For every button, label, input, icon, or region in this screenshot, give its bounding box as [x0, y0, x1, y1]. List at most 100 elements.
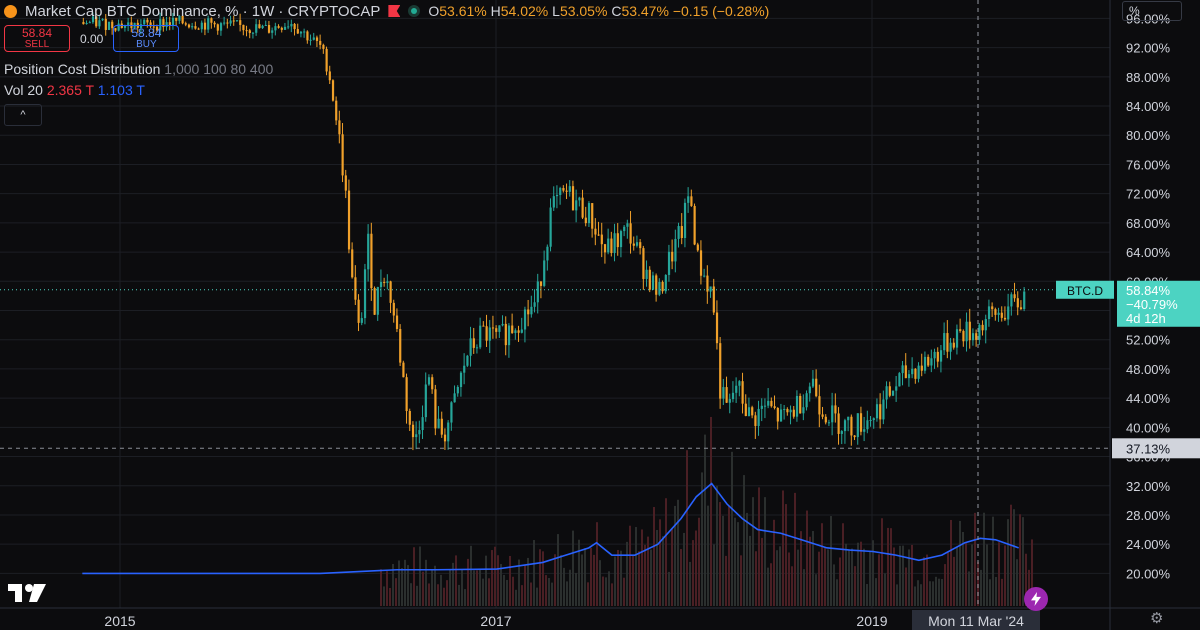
marker-value-label: 37.13% — [1126, 441, 1171, 456]
volume-bar — [644, 544, 646, 606]
volume-bar — [422, 571, 424, 606]
candle-body — [229, 20, 232, 24]
candle-body — [552, 196, 555, 208]
chevron-up-icon[interactable]: ^ — [4, 104, 42, 126]
volume-bar — [488, 578, 490, 606]
candle-body — [511, 325, 514, 334]
tradingview-logo-icon[interactable] — [8, 578, 48, 608]
chart-header: Market Cap BTC Dominance, % · 1W · CRYPT… — [4, 0, 769, 22]
volume-bar — [923, 557, 925, 606]
volume-bar — [791, 566, 793, 606]
candle-body — [411, 424, 415, 438]
candle-body — [248, 30, 251, 33]
candle-body — [850, 416, 853, 436]
candle-body — [405, 377, 408, 411]
volume-bar — [593, 554, 595, 606]
candle-body — [744, 403, 747, 417]
candle-body — [527, 309, 530, 315]
candle-body — [376, 287, 379, 315]
candle-body — [111, 21, 114, 29]
flag-icon[interactable] — [388, 5, 401, 17]
candle-body — [463, 365, 466, 373]
candle-body — [555, 194, 559, 197]
volume-bar — [551, 582, 553, 606]
volume-bar — [881, 518, 883, 606]
price-badge-countdown: 4d 12h — [1126, 311, 1166, 326]
volume-bar — [818, 551, 820, 606]
candle-body — [651, 275, 655, 290]
volume-bar — [698, 517, 700, 606]
indicator-volume[interactable]: Vol 20 2.365 T 1.103 T — [4, 82, 145, 98]
candle-body — [194, 26, 197, 29]
volume-bar — [977, 561, 979, 606]
candle-body — [491, 327, 495, 329]
candle-body — [175, 17, 178, 21]
candle-body — [1010, 294, 1013, 307]
candle-body — [984, 319, 987, 331]
volume-bar — [710, 416, 712, 606]
candle-body — [152, 26, 155, 28]
candle-body — [642, 248, 645, 279]
candle-body — [178, 15, 181, 21]
candle-body — [779, 409, 783, 422]
candle-body — [104, 18, 107, 30]
volume-bar — [707, 505, 709, 606]
volume-bar — [941, 579, 943, 606]
buy-button[interactable]: 58.84 BUY — [113, 25, 180, 52]
volume-bar — [995, 577, 997, 606]
candle-body — [815, 378, 818, 397]
symbol-title[interactable]: Market Cap BTC Dominance, % · 1W · CRYPT… — [25, 2, 381, 20]
indicator-pcd[interactable]: Position Cost Distribution 1,000 100 80 … — [4, 61, 274, 77]
volume-bar — [767, 567, 769, 606]
candle-body — [82, 22, 85, 25]
sell-button[interactable]: 58.84 SELL — [4, 25, 70, 52]
candle-body — [891, 390, 895, 396]
lightning-icon[interactable] — [1024, 587, 1048, 611]
candle-body — [773, 406, 776, 408]
candle-body — [1013, 294, 1016, 299]
candle-body — [667, 251, 671, 275]
candle-body — [674, 238, 677, 262]
candle-body — [447, 422, 450, 442]
candle-body — [539, 281, 543, 286]
candle-body — [245, 30, 248, 32]
volume-bar — [686, 450, 688, 606]
candle-body — [514, 330, 517, 334]
gear-icon[interactable]: ⚙ — [1150, 610, 1164, 627]
candle-body — [757, 408, 760, 426]
candle-body — [440, 418, 443, 435]
candle-body — [507, 325, 511, 346]
volume-bar — [428, 583, 430, 606]
volume-bar — [641, 529, 643, 606]
x-tick-label: 2015 — [104, 613, 135, 629]
candle-body — [488, 327, 491, 341]
candle-body — [901, 365, 904, 374]
candle-body — [600, 234, 603, 245]
volume-bar — [866, 584, 868, 606]
candle-body — [213, 22, 216, 25]
volume-bar — [701, 472, 703, 606]
candle-body — [319, 40, 322, 45]
candle-body — [389, 281, 392, 303]
candle-body — [997, 312, 1000, 315]
volume-bar — [569, 569, 571, 606]
volume-bar — [920, 584, 922, 606]
candle-body — [811, 378, 815, 387]
volume-bar — [467, 558, 469, 606]
candle-body — [315, 37, 319, 41]
volume-bar — [443, 587, 445, 606]
scale-unit-button[interactable]: % — [1122, 1, 1182, 21]
candle-body — [139, 24, 143, 28]
volume-bar — [731, 451, 733, 606]
candle-body — [427, 377, 431, 385]
volume-bar — [464, 589, 466, 606]
volume-bar — [956, 547, 958, 606]
volume-bar — [590, 547, 592, 606]
volume-bar — [1031, 539, 1033, 606]
series-name-badge[interactable] — [1056, 280, 1114, 299]
volume-bar — [410, 583, 412, 606]
candle-body — [875, 404, 879, 419]
candle-body — [687, 196, 690, 203]
candle-body — [277, 26, 280, 28]
